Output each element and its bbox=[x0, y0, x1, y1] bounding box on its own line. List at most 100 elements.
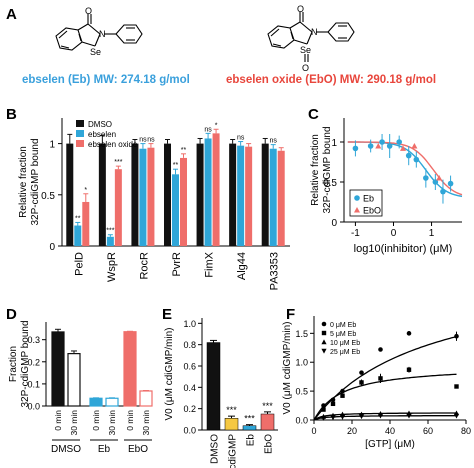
chart-e-category-label: Eb bbox=[246, 434, 257, 447]
chart-f-y-tick-label: 1.0 bbox=[295, 358, 308, 368]
chart-b-category-group: PvrR bbox=[171, 252, 183, 277]
chart-d-category-group: 30 min bbox=[69, 410, 79, 436]
chart-f-point bbox=[330, 397, 336, 403]
ebo-atom-o: O bbox=[297, 4, 304, 14]
chart-d-ylabel: Fraction bbox=[8, 346, 19, 382]
chart-c-point bbox=[423, 175, 429, 181]
chart-f-fit-curve bbox=[313, 412, 457, 421]
chart-b: 0 0.5 1 Relative fraction 32P-cdiGMP bound Pe… bbox=[18, 118, 290, 290]
chart-d-category-group: 0 min bbox=[91, 410, 101, 431]
chart-b-legend-label: ebselen oxide bbox=[88, 140, 138, 149]
chart-b-bar bbox=[269, 148, 277, 246]
chart-b-category-label: RocR bbox=[138, 252, 150, 280]
chart-e-category-label: cdiGMP bbox=[228, 434, 239, 468]
ebselen-oxide-structure: O N Se O bbox=[267, 4, 355, 73]
chart-f: 0.0 0.5 1.0 1.5 0 20 40 60 80 [GTP] (μM) V0 (μM cd… bbox=[282, 316, 471, 450]
chart-f-fit-curve bbox=[313, 415, 457, 421]
chart-b-bar bbox=[114, 169, 122, 246]
panel-label-a: A bbox=[6, 6, 17, 23]
chart-b-category-label: PelD bbox=[73, 252, 85, 276]
chart-d-y-tick-label: 0.2 bbox=[27, 357, 40, 367]
chart-e-bar bbox=[242, 425, 257, 431]
chart-f-legend-label: 25 μM Eb bbox=[330, 349, 360, 356]
chart-b-bar bbox=[106, 236, 114, 246]
chart-e-y-tick-label: 0.4 bbox=[183, 383, 196, 393]
chart-b-annotation: ns bbox=[270, 138, 278, 145]
chart-c-point bbox=[413, 156, 420, 163]
chart-f-x-tick-label: 60 bbox=[423, 426, 433, 436]
chart-d-category-group: 0 min bbox=[53, 410, 63, 431]
chart-d-category-label: 0 min bbox=[125, 410, 135, 431]
chart-b-legend-swatch bbox=[76, 140, 84, 147]
chart-b-annotation: *** bbox=[114, 159, 122, 166]
panel-label-c: C bbox=[308, 106, 319, 123]
panel-label-e: E bbox=[162, 306, 173, 323]
chart-f-legend-label: 10 μM Eb bbox=[330, 340, 360, 347]
chart-b-ylabel2: 32P-cdiGMP bound bbox=[30, 138, 41, 225]
chart-f-point bbox=[320, 416, 327, 421]
chart-b-bar bbox=[131, 143, 139, 246]
chart-d-bar bbox=[51, 331, 65, 407]
chart-c-ylabel2: 32P-cdiGMP bound bbox=[322, 126, 333, 213]
chart-d-group-label: EbO bbox=[128, 444, 148, 455]
chart-b-bar bbox=[196, 143, 204, 246]
chart-d-category-group: 0 min bbox=[125, 410, 135, 431]
chart-b-legend-swatch bbox=[76, 120, 84, 127]
chart-d-category-label: 0 min bbox=[53, 410, 63, 431]
chart-e-ylabel: V0 (μM cdiGMP/min) bbox=[164, 328, 175, 421]
chart-c-point bbox=[400, 145, 406, 151]
eb-atom-n: N bbox=[99, 29, 106, 39]
ebo-atom-n: N bbox=[311, 27, 318, 37]
ebo-atom-o2: O bbox=[302, 63, 309, 73]
chart-b-category-group: Alg44 bbox=[236, 252, 248, 280]
chart-c-point bbox=[447, 180, 454, 187]
chart-d-ylabel2: 32P-cdiGMP bound bbox=[20, 320, 31, 407]
panel-label-b: B bbox=[6, 106, 17, 123]
chart-c-point bbox=[352, 145, 359, 152]
chart-f-point bbox=[321, 403, 326, 408]
chart-f-xlabel: [GTP] (μM) bbox=[365, 439, 415, 450]
chart-d-bar bbox=[139, 390, 153, 407]
chart-f-ylabel: V0 (μM cdiGMP/min) bbox=[282, 322, 293, 415]
chart-c-point bbox=[386, 143, 393, 149]
chart-c-ylabel-group: Relative fraction 32P-cdiGMP bound bbox=[310, 126, 333, 213]
chart-c-ylabel: Relative fraction bbox=[310, 134, 321, 206]
chart-e-category-label: DMSO bbox=[210, 434, 221, 464]
chart-b-ylabel-group: Relative fraction 32P-cdiGMP bound bbox=[18, 138, 41, 225]
ebo-atom-se: Se bbox=[300, 45, 311, 55]
chart-d-group-label: Eb bbox=[98, 444, 111, 455]
chart-b-y-tick-label: 0 bbox=[49, 242, 55, 253]
chart-b-category-group: PelD bbox=[73, 252, 85, 276]
panel-label-d: D bbox=[6, 306, 17, 323]
ebselen-caption: ebselen (Eb) MW: 274.18 g/mol bbox=[22, 74, 190, 86]
chart-b-bar bbox=[237, 145, 245, 246]
chart-b-annotation: ** bbox=[173, 162, 179, 169]
chart-b-annotation: ns bbox=[237, 135, 245, 142]
chart-f-fit-curve bbox=[313, 335, 457, 421]
chart-b-y-tick-label: 1 bbox=[49, 140, 55, 151]
chart-b-annotation: ns bbox=[139, 137, 147, 144]
chart-b-category-label: WspR bbox=[106, 252, 118, 282]
chart-f-point bbox=[330, 415, 336, 421]
chart-c-legend-marker bbox=[354, 207, 360, 213]
chart-b-category-label: Alg44 bbox=[236, 252, 248, 280]
chart-e-bar bbox=[224, 418, 239, 431]
chart-f-x-tick-label: 40 bbox=[385, 426, 395, 436]
chart-b-bar bbox=[172, 174, 179, 246]
chart-e: 0.0 0.2 0.4 0.6 0.8 1.0 V0 (μM cdiGMP/min) DMSO… bbox=[164, 318, 278, 468]
chart-e-annotation: *** bbox=[262, 401, 273, 411]
chart-f-legend-label: 0 μM Eb bbox=[330, 322, 356, 329]
chart-b-bar bbox=[229, 143, 237, 246]
chart-d-category-group: 30 min bbox=[141, 410, 151, 436]
chart-f-legend-label: 5 μM Eb bbox=[330, 331, 356, 338]
chart-f-point bbox=[358, 414, 365, 420]
chart-e-bar bbox=[206, 342, 221, 431]
chart-b-bar bbox=[261, 143, 269, 246]
chart-b-bar bbox=[98, 143, 106, 246]
chart-c-y-tick-label: 0 bbox=[331, 218, 337, 229]
chart-b-annotation: * bbox=[84, 187, 87, 194]
chart-e-category-group: cdiGMP bbox=[228, 434, 239, 468]
chart-f-point bbox=[406, 367, 412, 372]
chart-f-fit-curve bbox=[313, 373, 457, 421]
